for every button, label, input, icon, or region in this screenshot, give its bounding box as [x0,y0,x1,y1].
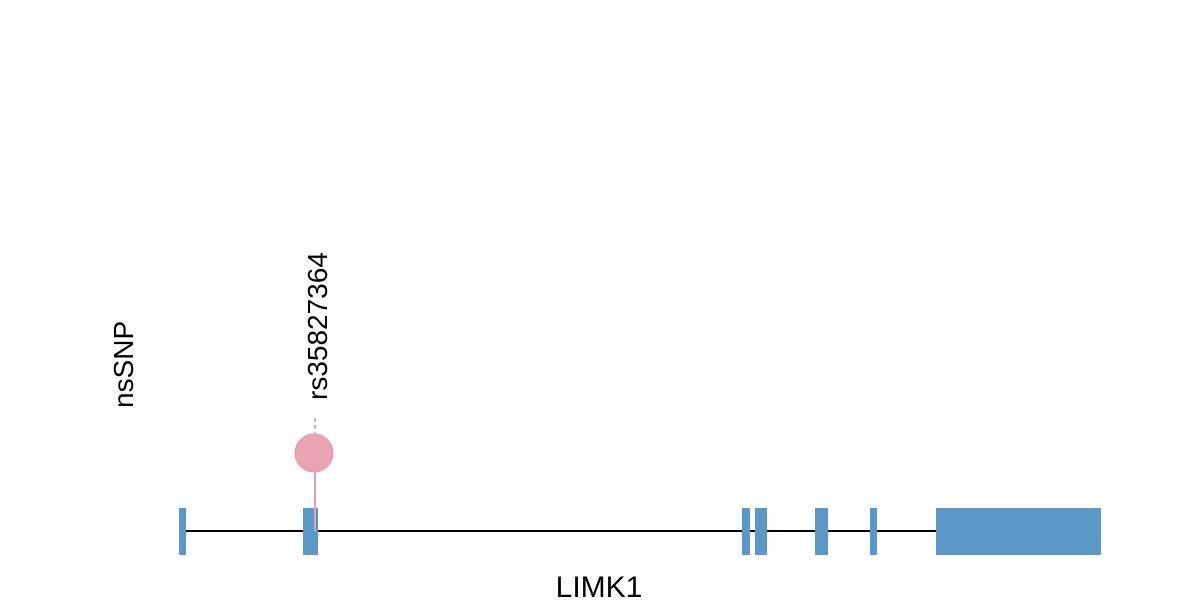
exon [179,508,186,555]
exon [936,508,1101,555]
exons [179,508,1101,555]
exon [742,508,750,555]
exon [870,508,877,555]
exon [755,508,767,555]
snp-marker [294,433,334,473]
snp-label: rs35827364 [302,252,333,400]
gene-name: LIMK1 [556,571,643,600]
track-label: nsSNP [108,321,139,408]
exon [815,508,828,555]
